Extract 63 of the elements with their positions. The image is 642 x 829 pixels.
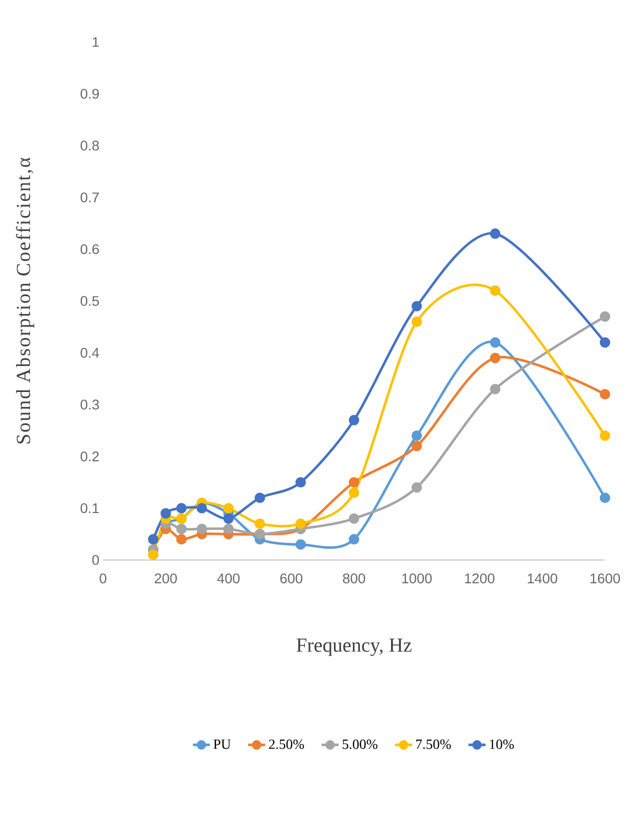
- point: [176, 524, 187, 534]
- y-tick-label: 0.3: [80, 400, 99, 410]
- x-tick-label: 1000: [402, 573, 432, 584]
- point: [490, 352, 500, 364]
- point: [348, 487, 360, 498]
- point: [490, 228, 500, 239]
- point: [412, 440, 422, 452]
- legend-label: 2.50%: [269, 740, 304, 750]
- point: [223, 524, 234, 534]
- point: [196, 502, 208, 514]
- y-tick-label: 0.6: [80, 244, 99, 254]
- x-tick-label: 0: [100, 573, 106, 584]
- point: [490, 384, 500, 394]
- y-tick-label: 0.5: [80, 296, 99, 306]
- point: [196, 524, 208, 534]
- point: [295, 539, 306, 550]
- point: [176, 502, 187, 514]
- point: [600, 311, 610, 322]
- point: [600, 337, 610, 348]
- x-tick-label: 1600: [590, 573, 620, 584]
- y-tick-label: 0.7: [80, 192, 99, 202]
- point: [412, 316, 422, 327]
- y-tick-label: 0.2: [80, 451, 99, 462]
- y-tick-label: 0: [92, 555, 99, 565]
- x-axis-title: Frequency, Hz: [296, 638, 412, 656]
- point: [600, 492, 610, 504]
- x-tick-label: 600: [280, 573, 302, 584]
- x-tick-label: 1400: [528, 573, 558, 584]
- x-tick-label: 400: [217, 573, 240, 584]
- point: [490, 285, 500, 296]
- point: [412, 300, 422, 312]
- x-tick-label: 200: [154, 573, 177, 584]
- point: [254, 518, 266, 529]
- point: [176, 534, 187, 545]
- point: [348, 414, 360, 426]
- point: [348, 513, 360, 524]
- point: [148, 550, 158, 560]
- legend-label: 10%: [490, 740, 514, 749]
- y-tick-label: 0.4: [80, 348, 100, 358]
- point: [412, 430, 422, 441]
- point: [600, 430, 610, 441]
- y-tick-label: 1: [92, 37, 99, 47]
- x-tick-label: 800: [342, 573, 366, 584]
- y-tick-label: 0.8: [80, 140, 99, 151]
- point: [412, 482, 422, 493]
- point: [295, 477, 306, 488]
- legend-label: 7.50%: [416, 740, 451, 750]
- point: [223, 513, 234, 524]
- point: [348, 534, 360, 545]
- point: [254, 492, 266, 504]
- point: [490, 337, 500, 348]
- point: [160, 508, 171, 519]
- legend-label: PU: [214, 740, 231, 749]
- y-axis-title: Sound Absorption Coefficient,α: [16, 158, 34, 444]
- point: [600, 389, 610, 400]
- legend-label: 5.00%: [342, 740, 378, 750]
- y-tick-label: 0.9: [80, 88, 99, 99]
- x-tick-label: 1200: [465, 573, 494, 584]
- point: [348, 477, 360, 488]
- point: [148, 534, 158, 545]
- y-tick-label: 0.1: [80, 503, 99, 514]
- point: [223, 502, 234, 514]
- point: [295, 518, 306, 529]
